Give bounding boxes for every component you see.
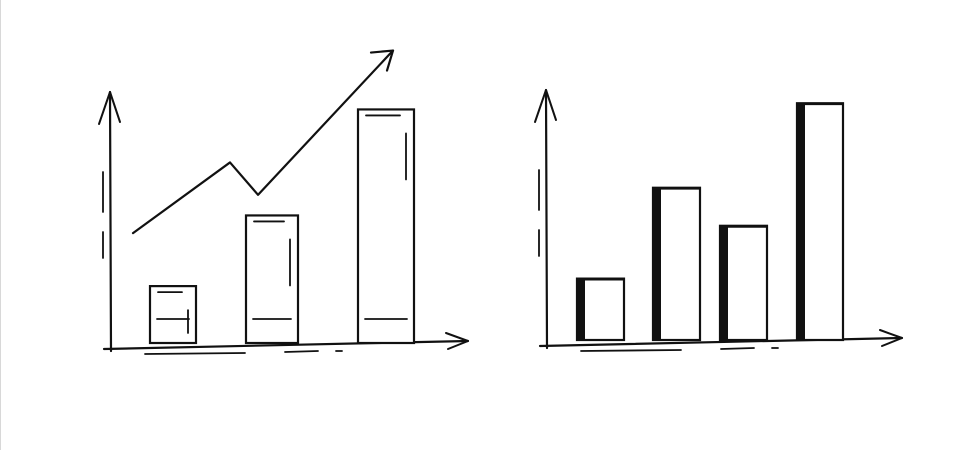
bar-shading: [797, 103, 805, 340]
bar-shading: [720, 225, 728, 340]
bar: [356, 108, 416, 345]
left-border: [0, 0, 1, 450]
trend-line-arrow: [369, 49, 395, 72]
bar-shading: [577, 278, 585, 340]
bar: [148, 285, 198, 345]
chart-right: [534, 88, 904, 352]
x-axis-sketch-dash: [144, 352, 246, 355]
x-axis-sketch-dash: [284, 350, 319, 353]
y-axis-arrow: [534, 89, 557, 123]
trend-line: [131, 49, 395, 235]
chart-left: [98, 49, 470, 355]
y-axis-arrow: [98, 91, 121, 125]
bar-shading: [653, 187, 661, 340]
y-axis: [108, 90, 113, 353]
y-axis: [544, 88, 549, 350]
x-axis-arrow: [445, 332, 469, 350]
x-axis-arrow: [879, 329, 903, 347]
x-axis-sketch-dash: [580, 349, 682, 352]
x-axis-sketch-dash: [720, 347, 755, 350]
